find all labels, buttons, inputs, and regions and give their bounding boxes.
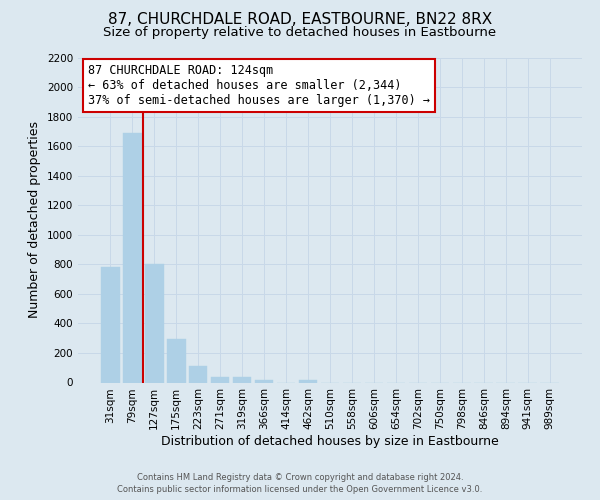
Bar bbox=[123, 133, 142, 382]
Bar bbox=[255, 380, 274, 382]
Bar bbox=[145, 264, 164, 382]
Text: Contains HM Land Registry data © Crown copyright and database right 2024.
Contai: Contains HM Land Registry data © Crown c… bbox=[118, 472, 482, 494]
Bar bbox=[211, 378, 229, 382]
Y-axis label: Number of detached properties: Number of detached properties bbox=[28, 122, 41, 318]
Text: 87, CHURCHDALE ROAD, EASTBOURNE, BN22 8RX: 87, CHURCHDALE ROAD, EASTBOURNE, BN22 8R… bbox=[108, 12, 492, 28]
Text: Size of property relative to detached houses in Eastbourne: Size of property relative to detached ho… bbox=[103, 26, 497, 39]
Bar bbox=[189, 366, 208, 382]
Text: 87 CHURCHDALE ROAD: 124sqm
← 63% of detached houses are smaller (2,344)
37% of s: 87 CHURCHDALE ROAD: 124sqm ← 63% of deta… bbox=[88, 64, 430, 107]
Bar bbox=[299, 380, 317, 382]
Bar bbox=[101, 268, 119, 382]
X-axis label: Distribution of detached houses by size in Eastbourne: Distribution of detached houses by size … bbox=[161, 435, 499, 448]
Bar bbox=[167, 339, 185, 382]
Bar bbox=[233, 378, 251, 382]
